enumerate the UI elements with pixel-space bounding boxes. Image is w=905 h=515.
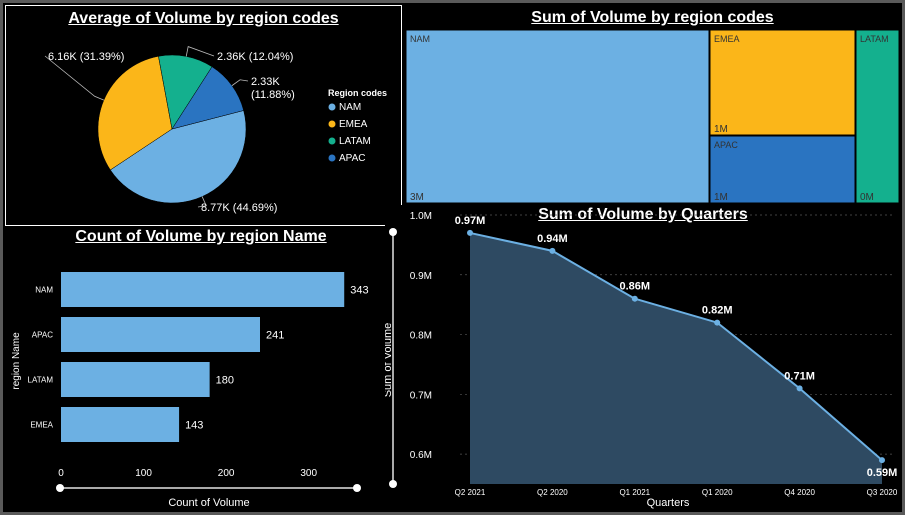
line-title: Sum of Volume by Quarters	[538, 206, 748, 223]
line-ytick-label: 0.9M	[410, 271, 432, 282]
treemap-value: 0M	[860, 192, 874, 203]
bar-latam[interactable]	[61, 362, 210, 397]
legend-title: Region codes	[328, 88, 387, 98]
line-xtick-label: Q2 2021	[455, 488, 486, 497]
treemap-title: Sum of Volume by region codes	[531, 9, 774, 26]
bar-category-label: APAC	[32, 331, 53, 340]
data-point[interactable]	[549, 247, 556, 254]
pie-data-label: 6.16K (31.39%)	[48, 51, 124, 63]
line-xtick-label: Q1 2020	[702, 488, 733, 497]
bar-xtick-label: 300	[300, 468, 317, 479]
pie-data-label: 2.36K (12.04%)	[217, 51, 293, 63]
treemap-tile-nam[interactable]	[405, 29, 710, 204]
legend-marker	[328, 137, 336, 145]
line-data-label: 0.94M	[537, 233, 568, 245]
line-ytick-label: 0.6M	[410, 450, 432, 461]
line-y-axis-title: Sum of Volume	[385, 323, 394, 398]
bar-title: Count of Volume by region Name	[75, 228, 327, 245]
line-xtick-label: Q1 2021	[619, 488, 650, 497]
line-panel[interactable]: Sum of Volume by Quarters 0.6M 0.7M 0.8M 0.…	[385, 205, 901, 510]
bar-emea[interactable]	[61, 407, 180, 442]
legend-item-nam[interactable]: NAM	[339, 102, 361, 113]
treemap-tile-apac[interactable]	[709, 135, 856, 204]
line-data-label: 0.97M	[455, 215, 486, 227]
data-point[interactable]	[879, 457, 885, 464]
y-scroll-handle-top[interactable]	[389, 228, 397, 236]
data-point[interactable]	[714, 319, 721, 326]
series-line	[469, 231, 883, 461]
bar-y-axis-title: region Name	[11, 332, 22, 390]
pie-title: Average of Volume by region codes	[68, 10, 339, 27]
bar-category-label: LATAM	[28, 376, 54, 385]
pie-data-label: 2.33K (11.88%)	[251, 76, 295, 101]
bar-x-axis-title: Count of Volume	[168, 497, 249, 509]
treemap-label: LATAM	[860, 34, 889, 44]
legend-marker	[328, 103, 336, 111]
bar-panel[interactable]: Count of Volume by region Name NAM 343 APA…	[5, 226, 397, 510]
legend-item-apac[interactable]: APAC	[339, 153, 366, 164]
pie-chart[interactable]: 8.77K (44.69%) 6.16K (31.39%) 2.36K (12.04…	[6, 6, 401, 225]
bar-value-label: 343	[350, 285, 368, 297]
treemap-label: NAM	[410, 34, 430, 44]
bar-category-label: EMEA	[30, 421, 53, 430]
treemap-tile-emea[interactable]	[709, 29, 856, 136]
treemap-value: 1M	[714, 192, 728, 203]
treemap-panel[interactable]: Sum of Volume by region codes NAM 3M EMEA 1…	[404, 5, 901, 205]
treemap-tile-latam[interactable]	[855, 29, 900, 204]
legend-marker	[328, 154, 336, 162]
line-data-label: 0.59M	[867, 467, 898, 479]
x-scroll-handle-right[interactable]	[353, 484, 361, 492]
treemap-chart[interactable]: NAM 3M EMEA 1M APAC 1M LATAM 0M	[404, 5, 901, 205]
pie-slice-nam[interactable]	[110, 110, 247, 204]
treemap-label: APAC	[714, 140, 738, 150]
legend-item-latam[interactable]: LATAM	[339, 136, 371, 147]
line-xtick-label: Q2 2020	[537, 488, 568, 497]
bar-apac[interactable]	[61, 317, 260, 352]
line-ytick-label: 1.0M	[410, 211, 432, 222]
line-xtick-label: Q3 2020	[867, 488, 898, 497]
data-point[interactable]	[631, 295, 638, 302]
area-chart[interactable]: 0.6M 0.7M 0.8M 0.9M 1.0M 0.97M Q2 2021 0.94M Q2 …	[385, 205, 901, 510]
pie-leader-line	[185, 46, 215, 57]
pie-panel[interactable]: Average of Volume by region codes 8.77K …	[5, 5, 402, 226]
bar-xtick-label: 100	[135, 468, 152, 479]
bar-value-label: 241	[266, 330, 284, 342]
bar-category-label: NAM	[35, 286, 53, 295]
bar-chart[interactable]: NAM 343 APAC 241 LATAM 180 EMEA 143 0 100 200 300 Co…	[5, 226, 397, 510]
bar-xtick-label: 0	[58, 468, 64, 479]
line-data-label: 0.71M	[784, 370, 815, 382]
data-point[interactable]	[796, 385, 803, 392]
line-xtick-label: Q4 2020	[784, 488, 815, 497]
line-data-label: 0.82M	[702, 305, 733, 317]
pie-leader-line	[231, 79, 249, 86]
pie-slice-emea[interactable]	[97, 55, 173, 171]
line-ytick-label: 0.8M	[410, 331, 432, 342]
pie-leader-line	[197, 196, 207, 208]
treemap-value: 1M	[714, 124, 728, 135]
line-x-axis-title: Quarters	[647, 497, 690, 509]
bar-value-label: 180	[216, 375, 234, 387]
data-point[interactable]	[467, 229, 473, 236]
x-scroll-handle-left[interactable]	[56, 484, 64, 492]
line-ytick-label: 0.7M	[410, 390, 432, 401]
pie-leader-line	[44, 55, 105, 101]
legend-item-emea[interactable]: EMEA	[339, 119, 368, 130]
y-scroll-handle-bottom[interactable]	[389, 480, 397, 488]
treemap-label: EMEA	[714, 34, 740, 44]
bar-nam[interactable]	[61, 272, 345, 307]
treemap-value: 3M	[410, 192, 424, 203]
pie-data-label: 8.77K (44.69%)	[201, 202, 277, 214]
line-data-label: 0.86M	[620, 281, 651, 293]
bar-xtick-label: 200	[218, 468, 235, 479]
bar-value-label: 143	[185, 420, 203, 432]
legend-marker	[328, 120, 336, 128]
area-fill	[470, 232, 882, 484]
